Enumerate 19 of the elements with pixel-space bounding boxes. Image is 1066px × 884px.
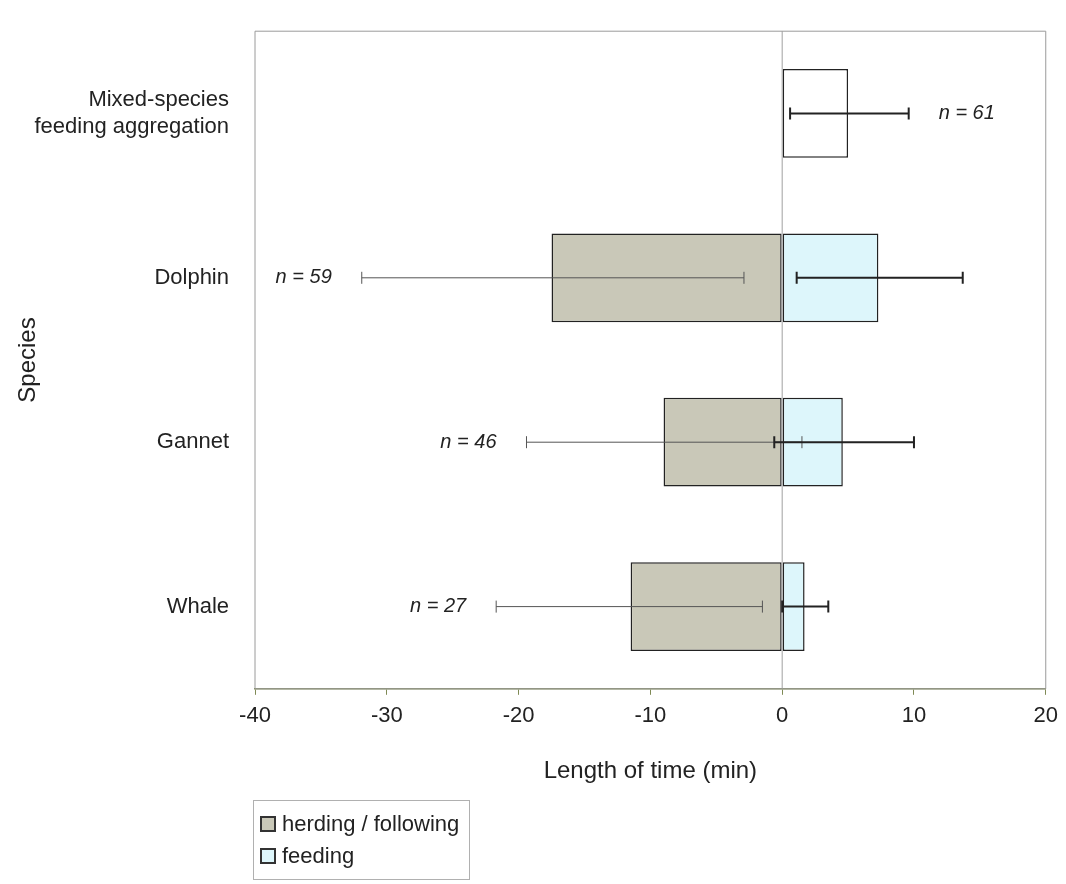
y-tick-label: Mixed-species feeding aggregation [34, 86, 229, 138]
x-tick-label: 20 [1033, 702, 1059, 728]
y-tick-label: Dolphin [154, 263, 229, 289]
y-axis-title: Species [13, 317, 41, 403]
legend-label: feeding [282, 843, 355, 869]
y-tick-label: Gannet [156, 428, 229, 454]
x-tick-label: -30 [370, 702, 403, 728]
x-axis-title: Length of time (min) [543, 756, 758, 784]
annotation: n = 46 [440, 429, 498, 452]
x-tick-label: -40 [239, 702, 271, 728]
x-tick-label: -10 [634, 702, 667, 728]
annotation: n = 61 [938, 100, 995, 123]
y-tick-label: Whale [166, 592, 229, 618]
annotation: n = 59 [275, 265, 332, 288]
legend-label: herding / following [282, 811, 460, 837]
annotation: n = 27 [410, 594, 468, 617]
x-tick-label: 0 [776, 702, 789, 728]
x-tick-label: -20 [502, 702, 535, 728]
x-tick-label: 10 [901, 702, 927, 728]
